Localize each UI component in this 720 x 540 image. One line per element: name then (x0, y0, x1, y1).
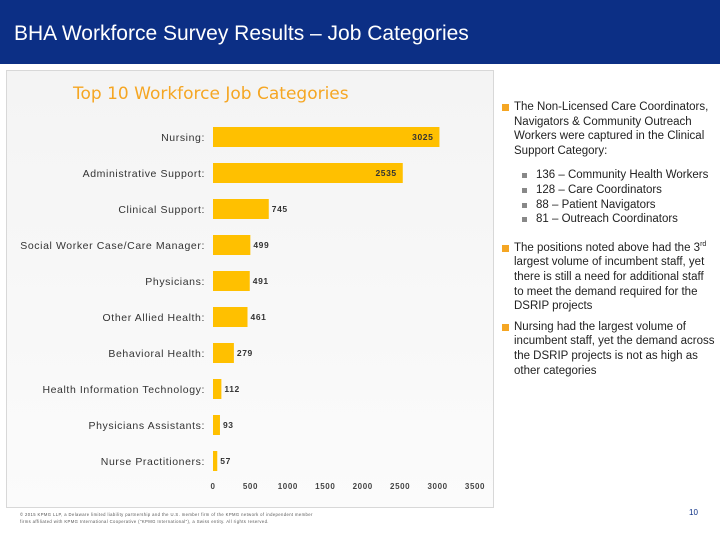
category-label: Nurse Practitioners: (101, 456, 205, 468)
ordinal-suffix: rd (700, 240, 707, 248)
x-tick-label: 500 (243, 482, 258, 491)
x-tick-label: 2000 (353, 482, 373, 491)
data-label: 491 (253, 276, 269, 286)
square-bullet-icon (502, 104, 509, 111)
bar (213, 127, 440, 147)
x-tick-label: 1000 (278, 482, 298, 491)
bar (213, 451, 218, 471)
category-label: Physicians: (145, 276, 205, 288)
notes-panel: The Non-Licensed Care Coordinators, Navi… (500, 100, 716, 384)
data-label: 57 (220, 456, 231, 466)
bar (213, 307, 248, 327)
x-tick-label: 0 (210, 482, 215, 491)
square-bullet-icon (522, 173, 527, 179)
note-text: Nursing had the largest volume of incumb… (514, 320, 715, 377)
bar (213, 415, 220, 435)
list-item-text: 88 – Patient Navigators (536, 198, 656, 211)
note-positions-demand: The positions noted above had the 3rd la… (500, 241, 716, 314)
data-label: 499 (253, 240, 269, 250)
note-clinical-support: The Non-Licensed Care Coordinators, Navi… (500, 100, 716, 227)
x-tick-label: 3500 (465, 482, 485, 491)
list-item: 128 – Care Coordinators (514, 183, 716, 198)
category-label: Health Information Technology: (42, 384, 205, 396)
note-nursing: Nursing had the largest volume of incumb… (500, 320, 716, 378)
data-label: 3025 (412, 132, 433, 142)
note-text-part2: largest volume of incumbent staff, yet t… (514, 256, 705, 313)
category-label: Administrative Support: (83, 168, 205, 180)
x-axis-ticks: 0 500 1000 1500 2000 2500 3000 3500 (210, 482, 485, 491)
bars-group (213, 127, 440, 471)
category-label: Nursing: (161, 132, 205, 144)
slide-header: BHA Workforce Survey Results – Job Categ… (0, 0, 720, 64)
data-label: 93 (223, 420, 234, 430)
category-label: Behavioral Health: (108, 348, 205, 360)
x-tick-label: 3000 (427, 482, 447, 491)
x-tick-label: 2500 (390, 482, 410, 491)
data-label: 112 (224, 384, 240, 394)
x-tick-label: 1500 (315, 482, 335, 491)
chart-panel: Top 10 Workforce Job Categories Nursing:… (6, 70, 494, 508)
value-labels: 3025 2535 745 499 491 461 279 112 93 57 (220, 132, 433, 466)
square-bullet-icon (502, 323, 509, 331)
list-item: 136 – Community Health Workers (514, 168, 716, 183)
list-item-text: 136 – Community Health Workers (536, 169, 709, 182)
clinical-support-breakdown: 136 – Community Health Workers 128 – Car… (514, 168, 716, 226)
category-label: Clinical Support: (118, 204, 205, 216)
bar (213, 163, 403, 183)
note-text-part1: The positions noted above had the 3 (514, 241, 701, 254)
bar (213, 199, 269, 219)
copyright-line: firms affiliated with KPMG International… (20, 519, 269, 524)
copyright-line: © 2015 KPMG LLP, a Delaware limited liab… (20, 512, 313, 517)
slide-title: BHA Workforce Survey Results – Job Categ… (14, 22, 469, 45)
copyright-footer: © 2015 KPMG LLP, a Delaware limited liab… (20, 511, 420, 525)
bar-chart: Top 10 Workforce Job Categories Nursing:… (20, 84, 485, 491)
bar (213, 235, 251, 255)
list-item-text: 128 – Care Coordinators (536, 183, 662, 196)
data-label: 2535 (375, 168, 396, 178)
category-label: Social Worker Case/Care Manager: (20, 240, 205, 252)
list-item-text: 81 – Outreach Coordinators (536, 213, 678, 226)
note-text: The Non-Licensed Care Coordinators, Navi… (514, 101, 709, 157)
chart-title: Top 10 Workforce Job Categories (72, 84, 349, 104)
category-label: Physicians Assistants: (89, 420, 206, 432)
page-number: 10 (689, 508, 698, 517)
data-label: 279 (237, 348, 253, 358)
square-bullet-icon (522, 202, 527, 208)
square-bullet-icon (522, 187, 527, 193)
square-bullet-icon (502, 244, 509, 252)
square-bullet-icon (522, 217, 527, 223)
data-label: 461 (251, 312, 267, 322)
list-item: 81 – Outreach Coordinators (514, 212, 716, 227)
category-labels: Nursing: Administrative Support: Clinical … (20, 132, 206, 468)
category-label: Other Allied Health: (103, 312, 205, 324)
list-item: 88 – Patient Navigators (514, 198, 716, 213)
bar (213, 271, 250, 291)
data-label: 745 (272, 204, 288, 214)
bar (213, 379, 222, 399)
bar (213, 343, 234, 363)
